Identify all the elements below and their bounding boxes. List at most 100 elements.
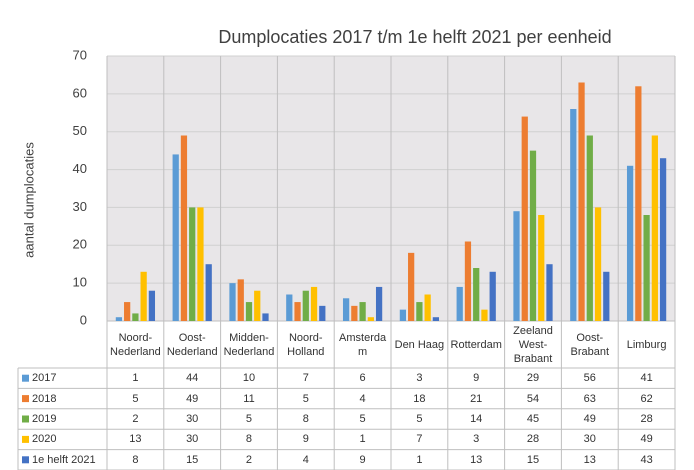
table-value: 3 [473,433,480,446]
legend-swatch [22,374,29,382]
table-value: 5 [132,392,139,405]
bar [180,135,188,321]
bar [351,305,358,321]
chart-title: Dumplocaties 2017 t/m 1e helft 2021 per … [218,27,611,47]
bar [262,313,269,321]
table-value: 5 [416,412,423,425]
table-value: 62 [640,392,653,405]
table-value: 9 [473,372,480,385]
table-value: 49 [583,412,596,425]
table-value: 18 [413,392,426,405]
legend-swatch [22,415,29,423]
bar [124,302,131,321]
bar [172,154,179,321]
table-value: 21 [470,392,483,405]
table-value: 54 [526,392,540,405]
table-value: 13 [583,453,596,466]
bar [635,86,642,322]
y-tick-label: 50 [73,123,87,138]
table-value: 30 [186,412,199,425]
bar [286,294,293,321]
bar [464,241,472,321]
table-value: 10 [242,372,256,385]
category-label: Oost-Nederland [166,332,218,358]
table-value: 8 [132,453,139,466]
bar [237,279,244,321]
bar [546,264,553,321]
bar [245,302,253,321]
table-value: 1 [132,372,139,385]
table-value: 13 [129,433,142,446]
y-tick-label: 70 [73,47,87,62]
legend-label: 1e helft 2021 [32,453,96,466]
table-value: 41 [640,372,653,385]
legend-swatch [22,435,29,443]
bar [586,135,593,321]
bar [513,211,520,321]
bar [140,271,147,321]
bar [432,317,440,321]
table-value: 30 [583,433,596,446]
table-value: 13 [470,453,483,466]
bar [481,309,488,321]
legend-swatch [22,395,29,403]
bar [594,207,602,321]
table-value: 15 [526,453,540,466]
bar [570,109,577,321]
bar [578,82,585,321]
table-value: 2 [132,412,139,425]
table-value: 4 [359,392,366,405]
bar [643,215,650,321]
bar [626,165,634,321]
table-value: 49 [640,433,653,446]
table-value: 43 [640,453,653,466]
bar [197,207,204,321]
category-label: Noord-Nederland [110,332,161,358]
y-tick-label: 40 [73,161,87,176]
bar [375,286,383,321]
bar [189,207,196,321]
bar [254,290,261,321]
y-tick-label: 10 [73,275,87,290]
table-value: 5 [359,412,366,425]
y-tick-label: 30 [73,199,87,214]
table-value: 8 [245,433,253,446]
y-tick-label: 20 [73,237,87,252]
table-value: 15 [186,453,199,466]
bar [205,264,212,321]
bar [229,283,236,321]
bar [302,290,309,321]
bar [529,150,537,321]
table-value: 1 [359,433,366,446]
bar [416,302,423,321]
table-value: 28 [640,412,653,425]
table-value: 4 [302,453,309,466]
bar [473,268,480,321]
bar [456,286,463,321]
table-value: 14 [470,412,483,425]
table-value: 56 [583,372,596,385]
table-value: 2 [245,453,253,466]
bar [659,158,667,321]
table-value: 7 [302,372,309,385]
table-value: 49 [186,392,199,405]
bar [294,302,301,321]
bar [359,302,366,321]
category-label: Zeeland West-Brabant [513,325,553,365]
legend-label: 2020 [32,433,57,446]
table-value: 45 [526,412,540,425]
y-tick-label: 0 [80,312,87,327]
table-value: 9 [359,453,366,466]
table-value: 3 [416,372,423,385]
category-label: Den Haag [394,339,445,351]
table-value: 29 [526,372,540,385]
bar [132,313,139,321]
y-tick-label: 60 [73,85,87,100]
legend-label: 2017 [32,372,57,385]
table-value: 63 [583,392,596,405]
category-label: Oost-Brabant [570,332,610,358]
bar [367,317,374,321]
table-value: 6 [359,372,366,385]
legend-label: 2018 [32,392,57,405]
